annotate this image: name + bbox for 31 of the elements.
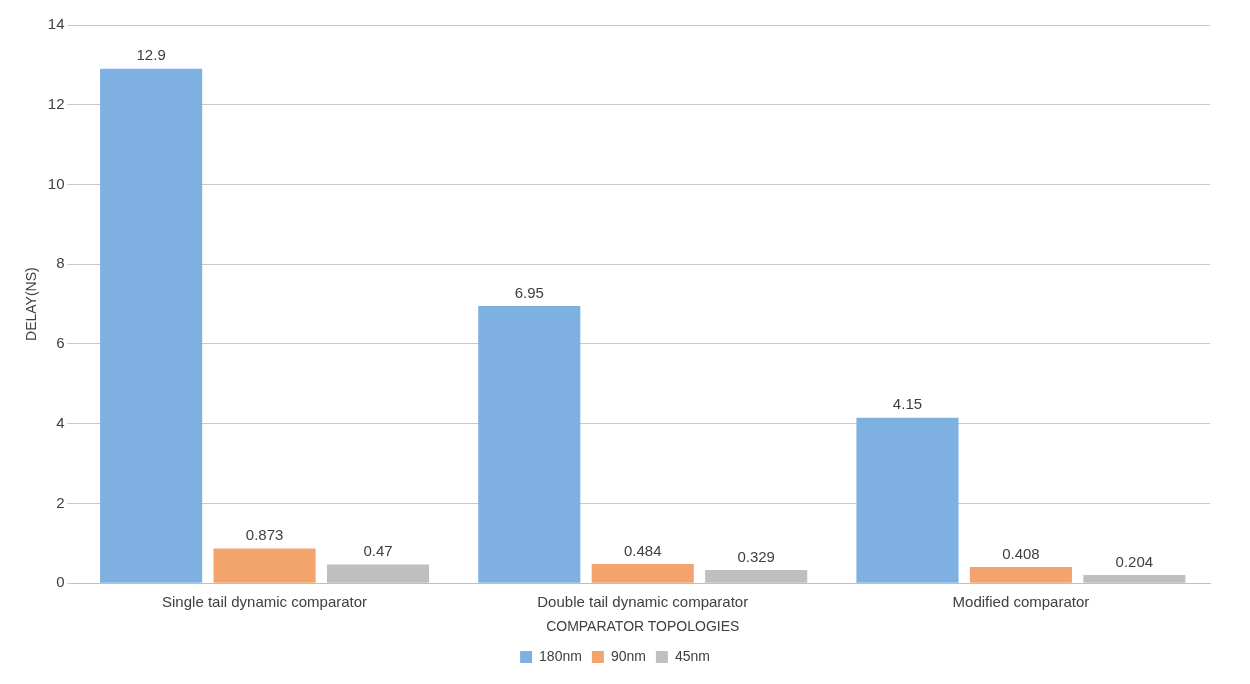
y-tick-label: 2 bbox=[56, 493, 65, 511]
data-label: 6.95 bbox=[514, 283, 544, 301]
legend-label: 45nm bbox=[674, 647, 710, 664]
y-tick-label: 6 bbox=[56, 334, 65, 352]
bar bbox=[213, 548, 316, 583]
data-label: 0.873 bbox=[245, 526, 284, 544]
data-label: 12.9 bbox=[136, 46, 166, 64]
x-axis-title: COMPARATOR TOPOLOGIES bbox=[546, 618, 740, 635]
legend-label: 180nm bbox=[539, 647, 582, 664]
y-tick-label: 0 bbox=[56, 573, 65, 591]
y-tick-label: 10 bbox=[47, 174, 65, 192]
y-tick-label: 4 bbox=[56, 413, 65, 431]
y-axis-title: DELAY(NS) bbox=[23, 267, 40, 341]
data-label: 4.15 bbox=[892, 395, 923, 413]
bar bbox=[100, 68, 203, 583]
data-label: 0.408 bbox=[1002, 544, 1040, 562]
x-tick-label: Double tail dynamic comparator bbox=[537, 593, 749, 611]
data-label: 0.329 bbox=[737, 547, 775, 565]
bar bbox=[856, 417, 959, 583]
bar bbox=[478, 306, 581, 583]
bar bbox=[969, 566, 1072, 583]
legend-label: 90nm bbox=[610, 647, 646, 664]
bar bbox=[591, 563, 694, 583]
x-tick-label: Single tail dynamic comparator bbox=[162, 593, 368, 611]
y-tick-label: 14 bbox=[47, 15, 65, 33]
x-tick-label: Modified comparator bbox=[952, 593, 1090, 611]
data-label: 0.47 bbox=[363, 542, 393, 560]
data-label: 0.484 bbox=[623, 541, 662, 559]
data-label: 0.204 bbox=[1115, 552, 1154, 570]
y-tick-label: 8 bbox=[56, 254, 65, 272]
y-tick-label: 12 bbox=[47, 94, 65, 112]
